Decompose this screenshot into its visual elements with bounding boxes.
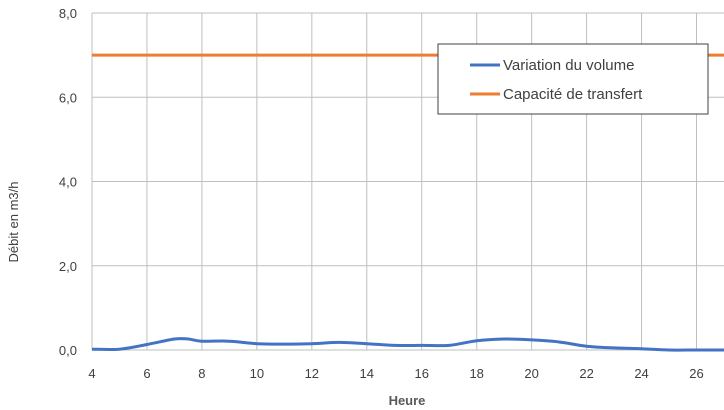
- x-tick-label: 6: [143, 366, 150, 381]
- x-tick-label: 12: [305, 366, 319, 381]
- legend-label: Capacité de transfert: [503, 86, 643, 103]
- x-axis-title: Heure: [389, 393, 426, 408]
- legend: Variation du volume Capacité de transfert: [437, 43, 709, 115]
- x-tick-label: 4: [88, 366, 95, 381]
- x-tick-label: 20: [524, 366, 538, 381]
- y-tick-label: 2,0: [59, 259, 77, 274]
- y-tick-label: 0,0: [59, 343, 77, 358]
- legend-label: Variation du volume: [503, 57, 634, 74]
- y-axis-ticks: 0,0 2,0 4,0 6,0 8,0: [59, 6, 77, 358]
- x-tick-label: 16: [415, 366, 429, 381]
- x-axis-ticks: 4 6 8 10 12 14 16 18 20 22 24 26: [88, 366, 703, 381]
- y-tick-label: 6,0: [59, 90, 77, 105]
- legend-box: [437, 43, 709, 115]
- legend-items: Variation du volume Capacité de transfert: [470, 57, 643, 103]
- x-tick-label: 14: [360, 366, 374, 381]
- x-tick-label: 18: [469, 366, 483, 381]
- series-line-volume: [91, 337, 724, 352]
- x-tick-label: 26: [689, 366, 703, 381]
- y-tick-label: 4,0: [59, 175, 77, 190]
- x-tick-label: 8: [198, 366, 205, 381]
- grid-lines: [91, 12, 724, 351]
- y-axis-title: Débit en m3/h: [6, 182, 21, 263]
- x-tick-label: 24: [634, 366, 648, 381]
- x-tick-label: 22: [579, 366, 593, 381]
- y-tick-label: 8,0: [59, 6, 77, 21]
- x-tick-label: 10: [250, 366, 264, 381]
